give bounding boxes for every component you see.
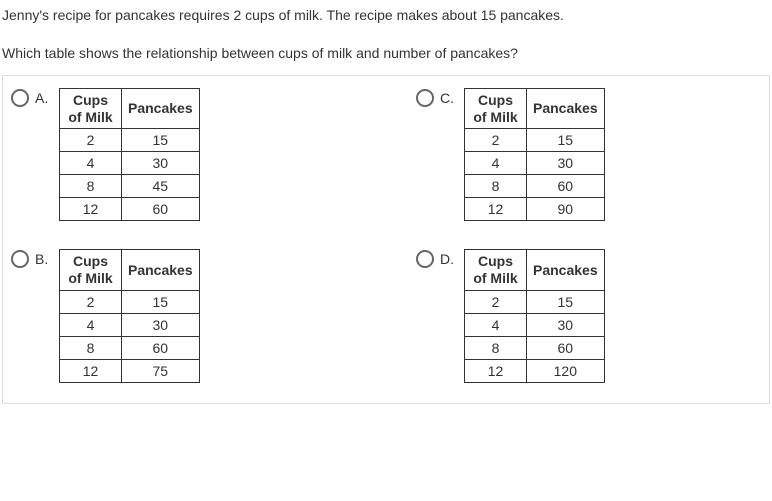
cell-milk: 4: [60, 152, 122, 175]
table-header-row: Cups of Milk Pancakes: [60, 250, 200, 291]
option-label-c: C.: [440, 88, 458, 106]
option-b[interactable]: B. Cups of Milk Pancakes 215 430 860 127…: [11, 249, 356, 383]
table-row: 215: [465, 129, 605, 152]
table-row: 845: [60, 175, 200, 198]
table-row: 1260: [60, 198, 200, 221]
cell-milk: 8: [60, 175, 122, 198]
table-header-row: Cups of Milk Pancakes: [465, 88, 605, 129]
cell-milk: 12: [465, 359, 527, 382]
cell-pancakes: 15: [527, 290, 605, 313]
cell-pancakes: 15: [527, 129, 605, 152]
table-row: 430: [60, 313, 200, 336]
table-row: 430: [465, 313, 605, 336]
table-row: 1275: [60, 359, 200, 382]
header-pancakes: Pancakes: [122, 88, 200, 129]
cell-pancakes: 15: [122, 290, 200, 313]
cell-pancakes: 120: [527, 359, 605, 382]
radio-icon[interactable]: [11, 250, 29, 268]
header-pancakes: Pancakes: [122, 250, 200, 291]
cell-milk: 4: [465, 152, 527, 175]
header-pancakes: Pancakes: [527, 88, 605, 129]
cell-milk: 4: [60, 313, 122, 336]
table-row: 860: [465, 336, 605, 359]
header-milk: Cups of Milk: [465, 88, 527, 129]
table-d: Cups of Milk Pancakes 215 430 860 12120: [464, 249, 605, 383]
cell-pancakes: 60: [122, 198, 200, 221]
table-c: Cups of Milk Pancakes 215 430 860 1290: [464, 88, 605, 222]
cell-milk: 2: [465, 290, 527, 313]
table-row: 215: [60, 129, 200, 152]
table-header-row: Cups of Milk Pancakes: [465, 250, 605, 291]
cell-milk: 2: [465, 129, 527, 152]
cell-milk: 2: [60, 129, 122, 152]
radio-icon[interactable]: [416, 250, 434, 268]
cell-milk: 12: [60, 359, 122, 382]
option-label-a: A.: [35, 88, 53, 106]
cell-pancakes: 60: [527, 175, 605, 198]
cell-pancakes: 30: [122, 313, 200, 336]
cell-pancakes: 75: [122, 359, 200, 382]
cell-milk: 2: [60, 290, 122, 313]
cell-milk: 12: [60, 198, 122, 221]
cell-pancakes: 60: [122, 336, 200, 359]
table-header-row: Cups of Milk Pancakes: [60, 88, 200, 129]
cell-pancakes: 15: [122, 129, 200, 152]
cell-milk: 8: [465, 336, 527, 359]
table-row: 12120: [465, 359, 605, 382]
header-milk: Cups of Milk: [60, 88, 122, 129]
header-milk: Cups of Milk: [60, 250, 122, 291]
cell-milk: 8: [60, 336, 122, 359]
table-b: Cups of Milk Pancakes 215 430 860 1275: [59, 249, 200, 383]
table-row: 215: [465, 290, 605, 313]
option-d[interactable]: D. Cups of Milk Pancakes 215 430 860 121…: [416, 249, 761, 383]
table-row: 430: [465, 152, 605, 175]
table-row: 860: [465, 175, 605, 198]
cell-milk: 12: [465, 198, 527, 221]
radio-icon[interactable]: [11, 89, 29, 107]
option-a[interactable]: A. Cups of Milk Pancakes 215 430 845 126…: [11, 88, 356, 222]
radio-icon[interactable]: [416, 89, 434, 107]
option-label-b: B.: [35, 249, 53, 267]
cell-milk: 4: [465, 313, 527, 336]
cell-pancakes: 30: [527, 313, 605, 336]
cell-pancakes: 30: [527, 152, 605, 175]
header-milk: Cups of Milk: [465, 250, 527, 291]
option-label-d: D.: [440, 249, 458, 267]
table-row: 1290: [465, 198, 605, 221]
cell-pancakes: 45: [122, 175, 200, 198]
cell-pancakes: 30: [122, 152, 200, 175]
table-a: Cups of Milk Pancakes 215 430 845 1260: [59, 88, 200, 222]
question-line-2: Which table shows the relationship betwe…: [0, 38, 772, 68]
table-row: 860: [60, 336, 200, 359]
answers-container: A. Cups of Milk Pancakes 215 430 845 126…: [2, 75, 770, 404]
cell-pancakes: 90: [527, 198, 605, 221]
cell-milk: 8: [465, 175, 527, 198]
table-row: 215: [60, 290, 200, 313]
table-row: 430: [60, 152, 200, 175]
option-c[interactable]: C. Cups of Milk Pancakes 215 430 860 129…: [416, 88, 761, 222]
header-pancakes: Pancakes: [527, 250, 605, 291]
question-line-1: Jenny's recipe for pancakes requires 2 c…: [0, 0, 772, 30]
cell-pancakes: 60: [527, 336, 605, 359]
